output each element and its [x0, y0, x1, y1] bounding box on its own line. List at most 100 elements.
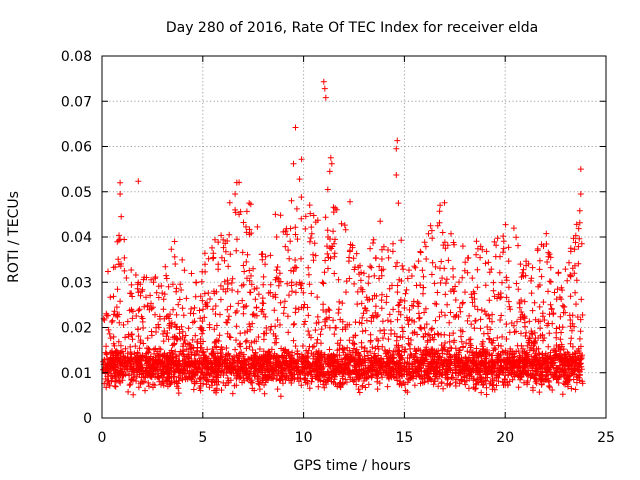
data-point: [473, 350, 480, 357]
data-point: [233, 352, 240, 359]
data-point: [192, 358, 199, 365]
data-point: [162, 263, 169, 270]
data-point: [434, 330, 441, 337]
data-point: [156, 313, 163, 320]
data-point: [313, 348, 320, 355]
data-point: [438, 258, 445, 265]
data-point: [517, 316, 524, 323]
data-point: [104, 368, 111, 375]
data-point: [464, 317, 471, 324]
data-point: [547, 301, 554, 308]
data-point: [482, 371, 489, 378]
data-point: [312, 327, 319, 334]
data-point: [196, 375, 203, 382]
data-point: [363, 317, 370, 324]
data-point: [160, 296, 167, 303]
data-point: [277, 359, 284, 366]
data-point: [435, 331, 442, 338]
data-point: [253, 285, 260, 292]
data-point: [267, 327, 274, 333]
data-point: [412, 350, 419, 357]
data-point: [347, 198, 353, 205]
data-point: [328, 160, 335, 167]
data-point: [456, 304, 463, 311]
data-point: [249, 385, 256, 392]
data-point: [505, 244, 512, 251]
data-point: [556, 324, 563, 331]
data-point: [389, 248, 396, 255]
data-point: [489, 318, 495, 325]
data-point: [145, 345, 152, 352]
data-point: [191, 352, 198, 359]
data-point: [438, 309, 445, 316]
data-point: [491, 377, 498, 384]
data-point: [188, 375, 195, 382]
data-point: [128, 376, 135, 383]
data-point: [156, 345, 163, 352]
data-point: [521, 348, 528, 355]
data-point: [362, 365, 369, 372]
data-point: [191, 304, 198, 311]
data-point: [259, 256, 266, 263]
data-point: [166, 325, 173, 331]
data-point: [126, 371, 132, 377]
data-point: [169, 281, 176, 288]
data-point: [259, 377, 266, 384]
data-point: [449, 265, 456, 272]
y-tick-label: 0.08: [61, 49, 92, 65]
data-point: [159, 378, 166, 385]
data-point: [124, 318, 131, 325]
data-point: [536, 257, 543, 264]
data-point: [415, 310, 422, 317]
data-point: [280, 228, 287, 235]
data-point: [450, 274, 457, 280]
data-point: [320, 280, 327, 287]
data-point: [166, 373, 173, 380]
data-point: [397, 334, 404, 341]
data-point: [560, 380, 567, 387]
data-point: [420, 333, 427, 340]
data-point: [355, 386, 362, 393]
data-point: [548, 306, 555, 313]
data-point: [226, 333, 233, 340]
data-point: [122, 345, 129, 352]
data-point: [164, 383, 171, 390]
data-point: [197, 293, 204, 300]
data-point: [403, 286, 410, 293]
data-point: [168, 319, 175, 326]
data-point: [544, 259, 551, 265]
data-point: [280, 310, 287, 317]
data-point: [135, 307, 142, 314]
data-point: [212, 303, 219, 309]
y-tick-label: 0.07: [61, 94, 92, 110]
data-point: [218, 387, 225, 394]
data-point: [410, 298, 417, 305]
data-point: [294, 350, 301, 357]
data-point: [256, 346, 263, 352]
data-point: [427, 353, 434, 359]
data-point: [302, 354, 309, 361]
data-point: [218, 350, 225, 356]
data-point: [518, 330, 524, 337]
data-point: [572, 289, 579, 296]
data-point: [462, 289, 468, 296]
data-point: [331, 270, 338, 277]
data-point: [483, 311, 490, 318]
data-point: [322, 94, 329, 101]
data-point: [330, 209, 337, 216]
data-point: [110, 333, 117, 340]
data-point: [267, 252, 274, 259]
data-point: [394, 282, 401, 289]
data-point: [346, 275, 353, 282]
data-point: [543, 371, 550, 378]
data-point: [446, 319, 453, 326]
data-point: [536, 389, 543, 396]
data-point: [452, 345, 459, 352]
data-point: [359, 382, 366, 389]
data-point: [313, 320, 320, 327]
data-point: [253, 338, 260, 345]
data-point: [559, 391, 566, 398]
data-point: [107, 355, 114, 362]
data-point: [146, 306, 153, 313]
data-point: [439, 275, 446, 282]
